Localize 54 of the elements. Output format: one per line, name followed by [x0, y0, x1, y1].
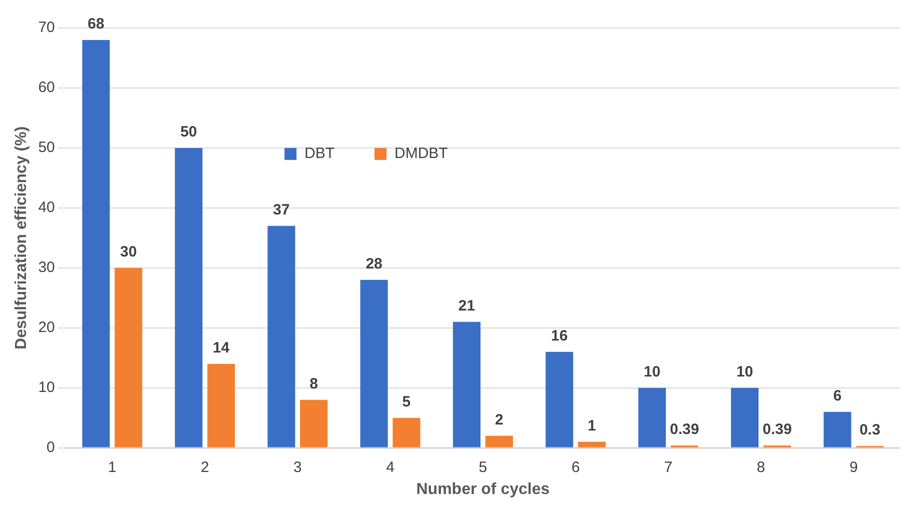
data-label: 6 — [833, 387, 842, 404]
data-label: 0.39 — [762, 421, 792, 438]
data-label: 50 — [180, 124, 198, 141]
data-label: 14 — [212, 339, 230, 356]
bar — [268, 226, 296, 448]
bar — [452, 322, 481, 448]
data-label: 37 — [273, 202, 290, 219]
bar — [638, 388, 666, 448]
bar — [824, 412, 852, 448]
y-tick-label: 60 — [38, 79, 55, 96]
bar — [207, 364, 235, 448]
y-tick-label: 0 — [46, 438, 55, 456]
bar — [174, 148, 202, 448]
x-tick-label: 1 — [108, 458, 116, 476]
bar — [546, 352, 574, 448]
y-axis-title: Desulfurization efficiency (%) — [13, 126, 30, 350]
data-label: 1 — [588, 417, 596, 434]
y-tick-label: 10 — [38, 378, 55, 396]
y-tick-label: 70 — [38, 19, 55, 36]
legend-label: DBT — [304, 145, 334, 162]
x-tick-label: 7 — [664, 458, 672, 476]
data-label: 68 — [88, 16, 104, 33]
y-tick-label: 40 — [38, 199, 55, 216]
x-axis-title: Number of cycles — [416, 480, 550, 498]
bar — [578, 442, 606, 448]
x-tick-label: 4 — [386, 458, 394, 476]
x-tick-label: 9 — [849, 458, 858, 476]
x-tick-label: 5 — [478, 458, 488, 476]
x-tick-label: 8 — [756, 458, 766, 476]
y-tick-label: 20 — [38, 319, 55, 336]
bar — [360, 280, 388, 448]
y-tick-label: 30 — [38, 259, 55, 276]
bar — [114, 268, 142, 448]
x-tick-label: 6 — [571, 458, 580, 476]
data-label: 21 — [458, 298, 476, 314]
bar — [300, 400, 328, 448]
bar — [485, 436, 513, 448]
bar — [730, 388, 759, 448]
data-label: 8 — [310, 375, 318, 392]
data-label: 2 — [494, 411, 504, 428]
data-label: 5 — [402, 393, 411, 410]
data-label: 16 — [551, 327, 568, 344]
data-label: 0.3 — [859, 422, 880, 439]
data-label: 10 — [736, 363, 754, 380]
x-tick-label: 2 — [200, 458, 210, 476]
data-label: 30 — [120, 244, 137, 261]
bar — [82, 40, 110, 448]
data-label: 10 — [644, 363, 660, 380]
legend-label: DMDBT — [394, 145, 448, 162]
data-label: 28 — [366, 256, 382, 273]
data-label: 0.39 — [670, 421, 700, 438]
y-tick-label: 50 — [38, 139, 55, 156]
bar — [392, 418, 420, 448]
x-tick-label: 3 — [293, 458, 302, 476]
